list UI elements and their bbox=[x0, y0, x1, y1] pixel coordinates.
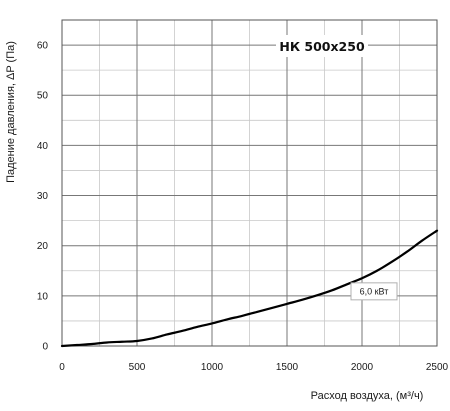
data-point bbox=[256, 311, 257, 312]
data-point bbox=[436, 230, 437, 231]
model-label-box: НК 500x250 bbox=[276, 35, 368, 57]
data-point bbox=[106, 342, 107, 343]
y-axis-label: Падение давления, ΔP (Па) bbox=[5, 41, 17, 183]
data-point bbox=[181, 330, 182, 331]
data-point bbox=[136, 340, 137, 341]
data-point bbox=[421, 240, 422, 241]
data-point bbox=[241, 315, 242, 316]
chart-title: НК 500x250 bbox=[279, 39, 365, 54]
power-annotation-box bbox=[350, 282, 398, 301]
data-point bbox=[211, 323, 212, 324]
power-annotation: 6,0 кВт bbox=[350, 282, 398, 301]
data-point bbox=[331, 290, 332, 291]
plot-area-frame bbox=[61, 19, 438, 347]
data-point bbox=[166, 334, 167, 335]
data-point bbox=[406, 251, 407, 252]
data-point bbox=[346, 284, 347, 285]
minor-grid bbox=[62, 20, 437, 346]
data-point bbox=[226, 319, 227, 320]
data-point bbox=[76, 344, 77, 345]
x-axis-label: Расход воздуха, (м³/ч) bbox=[311, 390, 424, 402]
series-line bbox=[60, 229, 439, 348]
x-tick-label: 2500 bbox=[426, 362, 449, 373]
x-tick-label: 0 bbox=[59, 362, 65, 373]
power-annotation-label: 6,0 кВт bbox=[360, 286, 389, 296]
x-tick-label: 1500 bbox=[276, 362, 299, 373]
data-point bbox=[376, 270, 377, 271]
y-tick-label: 20 bbox=[37, 241, 49, 252]
data-point bbox=[271, 307, 272, 308]
y-tick-label: 60 bbox=[37, 41, 49, 52]
data-point bbox=[121, 341, 122, 342]
y-tick-label: 0 bbox=[42, 342, 48, 353]
data-point bbox=[316, 295, 317, 296]
x-tick-label: 1000 bbox=[201, 362, 224, 373]
series-layer bbox=[60, 229, 439, 348]
data-point bbox=[61, 345, 62, 346]
major-grid bbox=[62, 20, 437, 346]
data-point bbox=[301, 299, 302, 300]
x-tick-labels: 0 500 1000 1500 2000 2500 bbox=[59, 362, 448, 373]
data-point bbox=[151, 338, 152, 339]
data-point bbox=[391, 261, 392, 262]
data-point bbox=[196, 326, 197, 327]
y-tick-labels: 0 10 20 30 40 50 60 bbox=[37, 41, 49, 353]
data-point bbox=[286, 303, 287, 304]
data-point bbox=[91, 343, 92, 344]
y-tick-label: 10 bbox=[37, 291, 49, 302]
x-tick-label: 2000 bbox=[351, 362, 374, 373]
y-tick-label: 40 bbox=[37, 141, 49, 152]
x-tick-label: 500 bbox=[129, 362, 146, 373]
y-tick-label: 50 bbox=[37, 91, 49, 102]
y-tick-label: 30 bbox=[37, 191, 49, 202]
data-point bbox=[361, 278, 362, 279]
